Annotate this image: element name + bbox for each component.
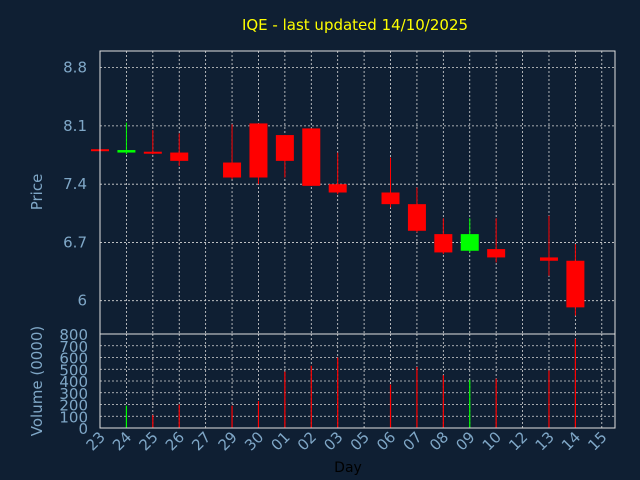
volume-axis-label: Volume (0000)	[28, 326, 46, 436]
price-axis-label: Price	[28, 174, 46, 211]
candle-body	[223, 162, 242, 178]
candle-body	[539, 257, 558, 261]
candle	[539, 215, 558, 276]
chart-title: IQE - last updated 14/10/2025	[242, 16, 468, 34]
candle-body	[249, 123, 268, 178]
price-tick-label: 8.8	[63, 59, 87, 77]
candle	[275, 135, 294, 178]
x-tick-label: 05	[347, 428, 373, 454]
candle	[434, 218, 453, 255]
x-tick-label: 30	[241, 428, 267, 454]
volume-tick-label: 800	[59, 326, 88, 344]
candle-body	[460, 234, 479, 251]
volume-tick-label: 500	[59, 361, 88, 379]
candle-body	[117, 150, 136, 153]
candle	[407, 187, 426, 233]
x-tick-label: 24	[109, 428, 135, 454]
x-tick-label: 25	[135, 428, 161, 454]
candle	[249, 123, 268, 185]
x-tick-label: 12	[505, 428, 531, 454]
candle	[143, 130, 162, 155]
volume-tick-label: 400	[59, 373, 88, 391]
x-tick-label: 15	[584, 428, 610, 454]
x-tick-label: 08	[426, 428, 452, 454]
x-tick-label: 27	[188, 428, 214, 454]
candle	[487, 218, 506, 263]
x-tick-label: 03	[320, 428, 346, 454]
price-panel: 8.8 8.1 7.4 6.7 6 Price	[28, 50, 616, 335]
x-tick-label: 06	[373, 428, 399, 454]
candle	[328, 152, 347, 195]
x-tick-label: 10	[479, 428, 505, 454]
x-tick-label: 13	[532, 428, 558, 454]
volume-tick-label: 200	[59, 397, 88, 415]
candle-body	[302, 128, 321, 186]
candle	[117, 122, 136, 155]
candle-body	[381, 192, 400, 205]
volume-plot-frame	[99, 333, 616, 429]
candle-body	[487, 249, 506, 258]
candle-body	[143, 151, 162, 154]
x-tick-label: 01	[267, 428, 293, 454]
volume-tick-label: 600	[59, 350, 88, 368]
candle	[566, 244, 585, 316]
x-tick-label: 02	[294, 428, 320, 454]
volume-tick-label: 100	[59, 408, 88, 426]
candle	[460, 218, 479, 253]
candle	[223, 124, 242, 180]
x-tick-label: 09	[452, 428, 478, 454]
candle-body	[275, 135, 294, 161]
price-tick-label: 7.4	[63, 175, 87, 193]
x-tick-label: 07	[400, 428, 426, 454]
price-tick-label: 6	[77, 292, 87, 310]
candle-body	[434, 234, 453, 253]
price-plot-frame	[99, 50, 616, 335]
x-axis-label: Day	[334, 460, 362, 476]
candle	[302, 128, 321, 186]
volume-tick-label: 0	[78, 420, 88, 438]
candle	[170, 133, 189, 166]
x-tick-label: 29	[215, 428, 241, 454]
candle-body	[407, 204, 426, 231]
volume-tick-label: 700	[59, 338, 88, 356]
volume-tick-label: 300	[59, 385, 88, 403]
candle	[381, 157, 400, 208]
candle-body	[566, 260, 585, 308]
price-tick-label: 8.1	[63, 117, 87, 135]
x-tick-label: 26	[162, 428, 188, 454]
candle-body	[170, 152, 189, 161]
x-tick-label: 14	[558, 428, 584, 454]
price-tick-label: 6.7	[63, 233, 87, 251]
candle-body	[328, 184, 347, 193]
